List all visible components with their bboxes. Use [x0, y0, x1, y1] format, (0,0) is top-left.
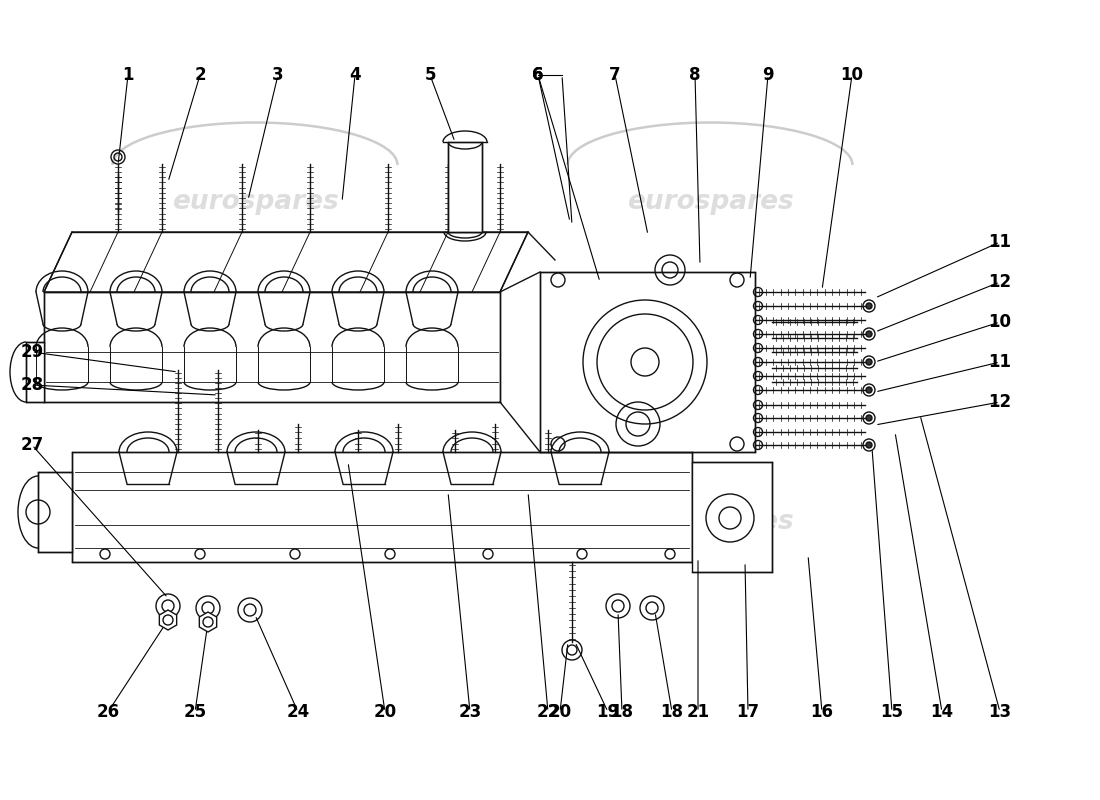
- Text: 26: 26: [97, 703, 120, 721]
- Polygon shape: [160, 610, 177, 630]
- Text: 7: 7: [609, 66, 620, 84]
- Text: 16: 16: [811, 703, 834, 721]
- Text: 15: 15: [880, 703, 903, 721]
- Text: eurospares: eurospares: [627, 509, 793, 535]
- Circle shape: [866, 303, 872, 309]
- Text: 20: 20: [373, 703, 397, 721]
- Circle shape: [866, 387, 872, 393]
- Text: 13: 13: [989, 703, 1012, 721]
- Text: 2: 2: [195, 66, 206, 84]
- Text: 24: 24: [286, 703, 309, 721]
- Text: 23: 23: [459, 703, 482, 721]
- Text: 28: 28: [21, 376, 44, 394]
- Polygon shape: [540, 272, 755, 452]
- Text: 8: 8: [690, 66, 701, 84]
- Circle shape: [866, 442, 872, 448]
- Text: 12: 12: [989, 273, 1012, 291]
- Text: 18: 18: [660, 703, 683, 721]
- Text: 19: 19: [596, 703, 619, 721]
- Text: 27: 27: [21, 436, 44, 454]
- Text: 6: 6: [532, 66, 543, 84]
- Text: 14: 14: [931, 703, 954, 721]
- Text: 10: 10: [840, 66, 864, 84]
- Polygon shape: [44, 232, 528, 292]
- Text: 9: 9: [762, 66, 773, 84]
- Circle shape: [866, 359, 872, 365]
- Text: eurospares: eurospares: [627, 189, 793, 215]
- Text: 12: 12: [989, 393, 1012, 411]
- Polygon shape: [692, 462, 772, 572]
- Text: 4: 4: [349, 66, 361, 84]
- Polygon shape: [44, 292, 501, 402]
- Circle shape: [866, 415, 872, 421]
- Text: 11: 11: [989, 353, 1012, 371]
- Polygon shape: [72, 452, 692, 562]
- Polygon shape: [199, 612, 217, 632]
- Text: 22: 22: [537, 703, 560, 721]
- Text: 10: 10: [989, 313, 1012, 331]
- Text: 21: 21: [686, 703, 710, 721]
- Text: 3: 3: [272, 66, 284, 84]
- Text: 29: 29: [21, 343, 44, 361]
- Circle shape: [866, 331, 872, 337]
- Text: eurospares: eurospares: [172, 189, 339, 215]
- Text: eurospares: eurospares: [172, 509, 339, 535]
- Text: 1: 1: [122, 66, 134, 84]
- Polygon shape: [39, 472, 72, 552]
- Text: 17: 17: [736, 703, 760, 721]
- Text: 20: 20: [549, 703, 572, 721]
- Polygon shape: [26, 342, 44, 402]
- Text: 6: 6: [532, 66, 543, 84]
- Text: 25: 25: [184, 703, 207, 721]
- Text: 18: 18: [610, 703, 634, 721]
- Text: 11: 11: [989, 233, 1012, 251]
- Text: 5: 5: [425, 66, 436, 84]
- Polygon shape: [448, 142, 482, 232]
